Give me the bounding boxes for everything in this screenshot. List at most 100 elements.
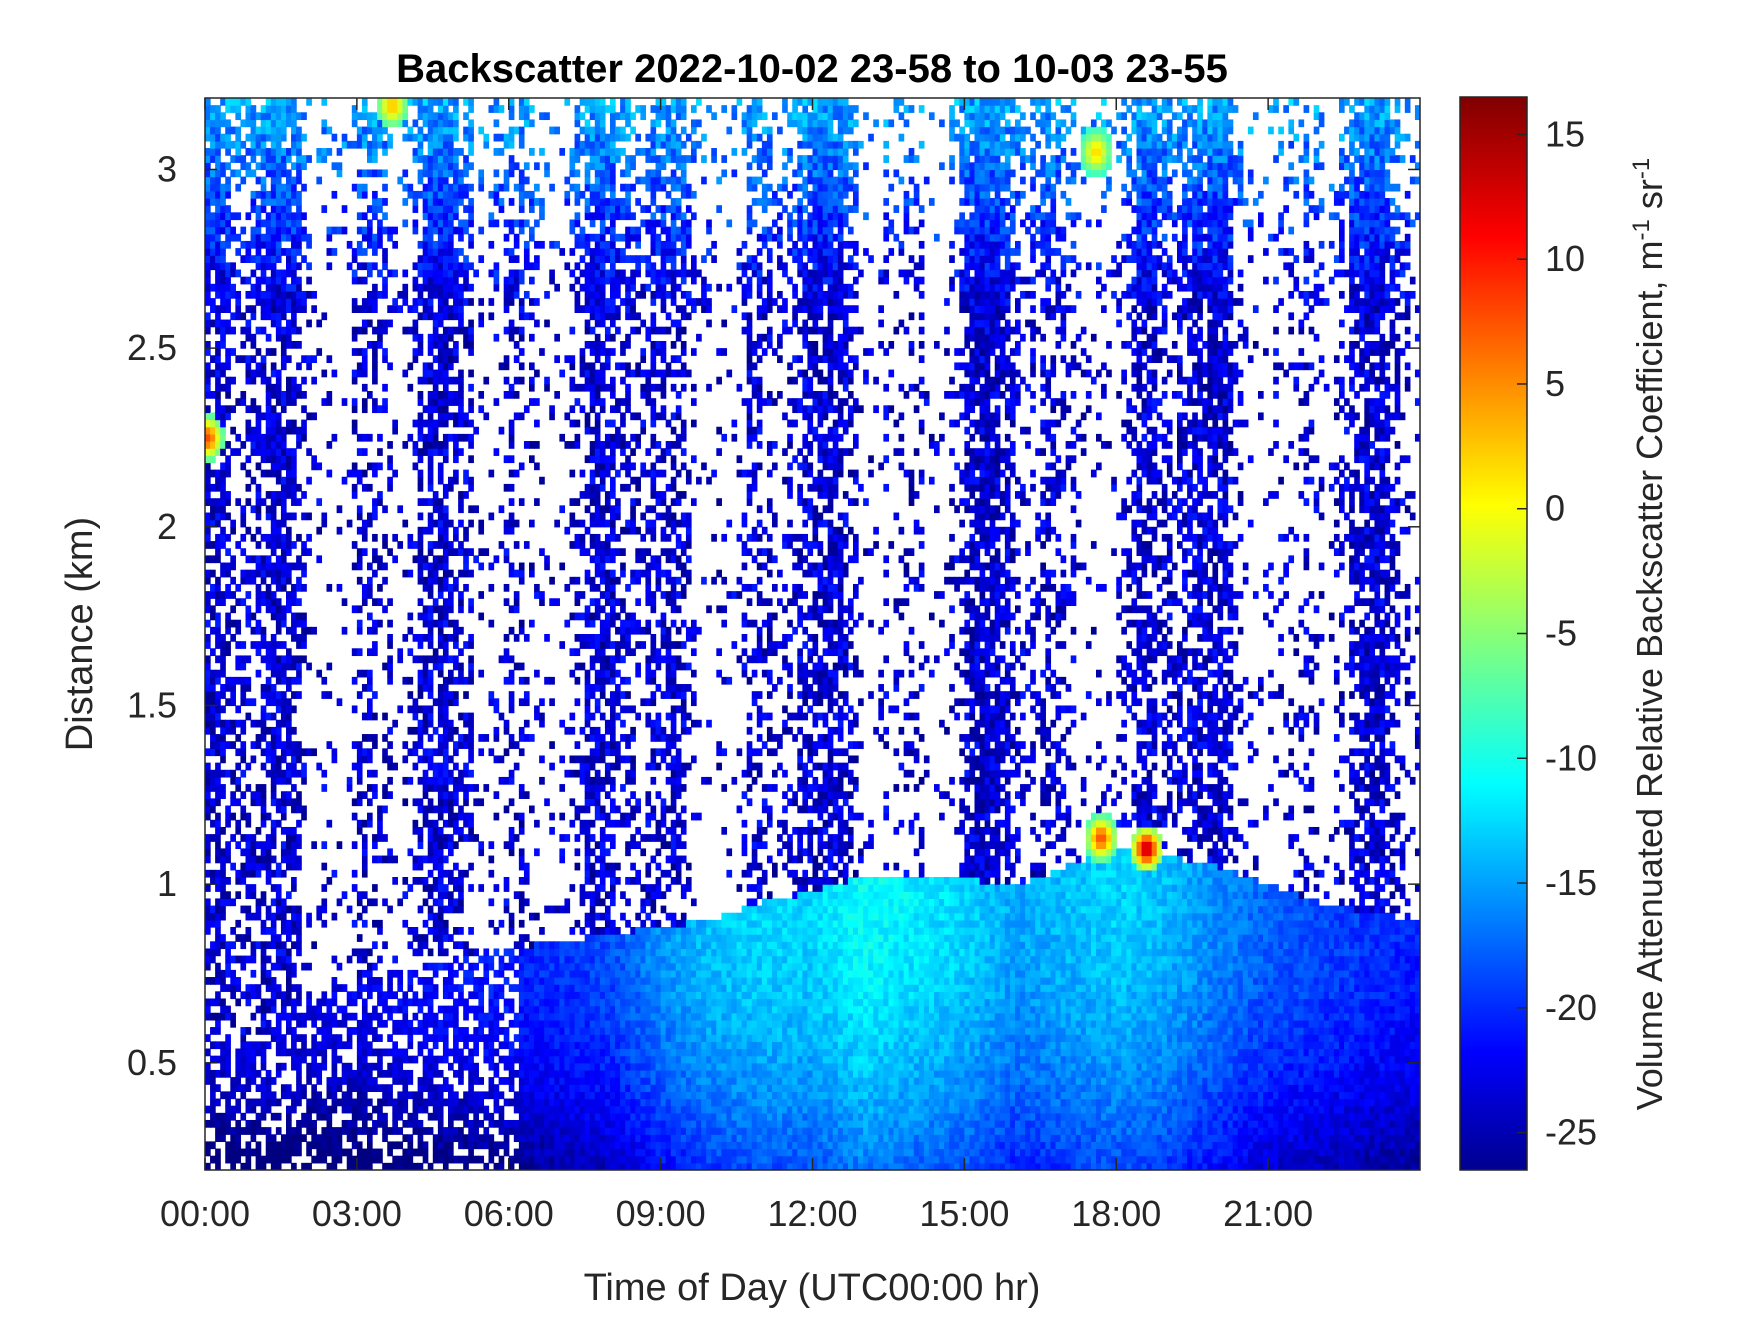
heatmap-cell bbox=[286, 527, 292, 535]
heatmap-cell bbox=[392, 1106, 398, 1114]
heatmap-cell bbox=[372, 248, 378, 256]
heatmap-cell bbox=[438, 134, 444, 142]
heatmap-cell bbox=[408, 184, 414, 192]
heatmap-cell bbox=[549, 1027, 555, 1035]
heatmap-cell bbox=[230, 1113, 236, 1121]
heatmap-cell bbox=[575, 420, 581, 428]
heatmap-cell bbox=[286, 777, 292, 785]
heatmap-cell bbox=[499, 920, 505, 928]
heatmap-cell bbox=[494, 169, 500, 177]
heatmap-cell bbox=[438, 577, 444, 585]
heatmap-cell bbox=[205, 705, 211, 713]
heatmap-cell bbox=[205, 155, 211, 163]
heatmap-cell bbox=[387, 670, 393, 678]
heatmap-cell bbox=[215, 627, 221, 635]
heatmap-cell bbox=[514, 541, 520, 549]
heatmap-cell bbox=[367, 434, 373, 442]
heatmap-cell bbox=[321, 370, 327, 378]
heatmap-cell bbox=[554, 1084, 560, 1092]
heatmap-cell bbox=[251, 641, 257, 649]
heatmap-cell bbox=[286, 956, 292, 964]
heatmap-cell bbox=[423, 98, 429, 106]
heatmap-cell bbox=[210, 441, 216, 449]
heatmap-cell bbox=[489, 698, 495, 706]
heatmap-cell bbox=[478, 127, 484, 135]
heatmap-cell bbox=[570, 713, 576, 721]
heatmap-cell bbox=[408, 1120, 414, 1128]
heatmap-cell bbox=[397, 505, 403, 513]
heatmap-cell bbox=[246, 105, 252, 113]
heatmap-cell bbox=[570, 1027, 576, 1035]
heatmap-cell bbox=[266, 98, 272, 106]
heatmap-cell bbox=[225, 877, 231, 885]
heatmap-cell bbox=[529, 1113, 535, 1121]
heatmap-cell bbox=[428, 763, 434, 771]
heatmap-cell bbox=[463, 870, 469, 878]
heatmap-cell bbox=[544, 906, 550, 914]
heatmap-cell bbox=[301, 155, 307, 163]
heatmap-cell bbox=[529, 1156, 535, 1164]
heatmap-cell bbox=[205, 134, 211, 142]
heatmap-cell bbox=[235, 112, 241, 120]
heatmap-cell bbox=[428, 205, 434, 213]
heatmap-cell bbox=[458, 391, 464, 399]
heatmap-cell bbox=[225, 298, 231, 306]
heatmap-cell bbox=[296, 755, 302, 763]
heatmap-cell bbox=[306, 412, 312, 420]
heatmap-cell bbox=[251, 698, 257, 706]
heatmap-cell bbox=[453, 1134, 459, 1142]
heatmap-cell bbox=[554, 1027, 560, 1035]
heatmap-cell bbox=[205, 684, 211, 692]
heatmap-cell bbox=[240, 577, 246, 585]
heatmap-cell bbox=[352, 991, 358, 999]
heatmap-cell bbox=[367, 1020, 373, 1028]
heatmap-cell bbox=[428, 784, 434, 792]
heatmap-cell bbox=[509, 455, 515, 463]
heatmap-cell bbox=[327, 1006, 333, 1014]
heatmap-cell bbox=[570, 355, 576, 363]
heatmap-cell bbox=[362, 1063, 368, 1071]
heatmap-cell bbox=[205, 1049, 211, 1057]
heatmap-cell bbox=[357, 448, 363, 456]
heatmap-cell bbox=[539, 348, 545, 356]
heatmap-cell bbox=[291, 877, 297, 885]
heatmap-cell bbox=[438, 198, 444, 206]
heatmap-cell bbox=[458, 234, 464, 242]
heatmap-cell bbox=[357, 327, 363, 335]
heatmap-cell bbox=[387, 320, 393, 328]
heatmap-cell bbox=[489, 620, 495, 628]
heatmap-cell bbox=[256, 370, 262, 378]
heatmap-cell bbox=[220, 320, 226, 328]
heatmap-cell bbox=[271, 984, 277, 992]
heatmap-cell bbox=[256, 227, 262, 235]
heatmap-cell bbox=[235, 134, 241, 142]
heatmap-cell bbox=[397, 970, 403, 978]
heatmap-cell bbox=[256, 906, 262, 914]
heatmap-cell bbox=[494, 927, 500, 935]
heatmap-cell bbox=[251, 941, 257, 949]
heatmap-cell bbox=[453, 127, 459, 135]
heatmap-cell bbox=[291, 177, 297, 185]
heatmap-cell bbox=[256, 284, 262, 292]
heatmap-cell bbox=[519, 970, 525, 978]
heatmap-cell bbox=[514, 941, 520, 949]
heatmap-cell bbox=[519, 1084, 525, 1092]
heatmap-cell bbox=[443, 277, 449, 285]
heatmap-cell bbox=[225, 98, 231, 106]
heatmap-cell bbox=[377, 1056, 383, 1064]
heatmap-cell bbox=[559, 963, 565, 971]
heatmap-cell bbox=[261, 970, 267, 978]
heatmap-cell bbox=[438, 1156, 444, 1164]
heatmap-cell bbox=[438, 212, 444, 220]
heatmap-cell bbox=[453, 148, 459, 156]
heatmap-cell bbox=[271, 212, 277, 220]
heatmap-cell bbox=[428, 677, 434, 685]
heatmap-cell bbox=[235, 1156, 241, 1164]
heatmap-cell bbox=[291, 284, 297, 292]
heatmap-cell bbox=[453, 391, 459, 399]
heatmap-cell bbox=[352, 470, 358, 478]
heatmap-cell bbox=[433, 848, 439, 856]
heatmap-cell bbox=[286, 334, 292, 342]
heatmap-cell bbox=[509, 691, 515, 699]
heatmap-cell bbox=[402, 991, 408, 999]
